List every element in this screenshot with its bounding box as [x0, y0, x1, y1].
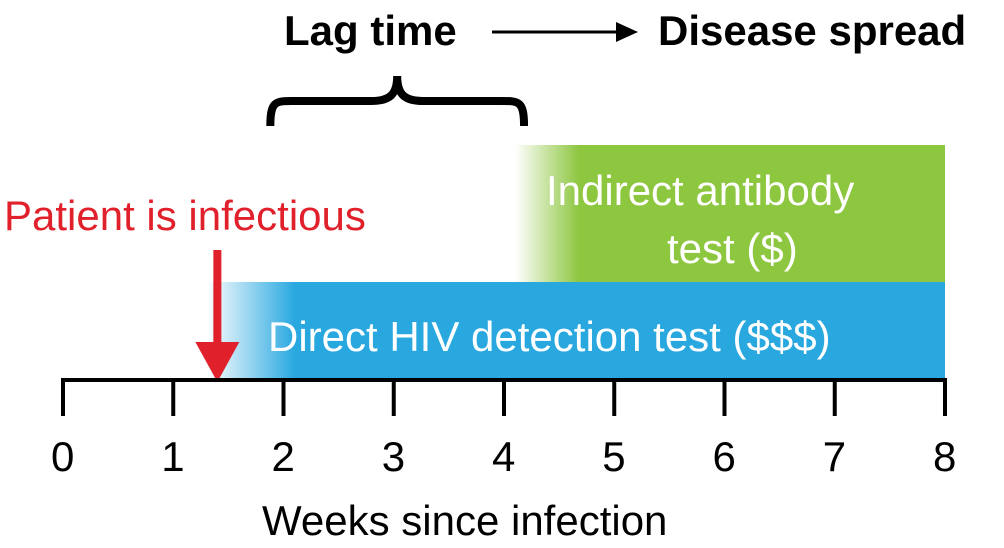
direct-test-bar — [206, 282, 945, 380]
x-axis-ticks — [61, 380, 947, 416]
x-axis-tick-label: 1 — [161, 433, 185, 480]
x-axis-tick-label: 3 — [381, 433, 406, 480]
x-axis-tick-label: 8 — [933, 433, 957, 480]
antibody-test-bar — [515, 145, 945, 282]
x-axis-tick-label: 7 — [822, 433, 847, 480]
antibody-test-label-line2: test ($) — [667, 225, 798, 272]
lag-brace — [266, 75, 529, 127]
x-axis-tick-label: 6 — [712, 433, 736, 480]
disease-spread-label: Disease spread — [658, 7, 967, 54]
patient-infectious-label: Patient is infectious — [4, 192, 366, 239]
infectious-arrow-shaft — [213, 250, 222, 345]
infectious-arrow-head — [195, 342, 240, 382]
lag-time-label: Lag time — [284, 7, 457, 54]
x-axis-tick-label: 2 — [271, 433, 295, 480]
antibody-test-label-line1: Indirect antibody — [546, 167, 855, 214]
x-axis-tick-label: 0 — [51, 433, 75, 480]
spread-arrow-head — [616, 22, 638, 42]
direct-test-label: Direct HIV detection test ($$$) — [268, 313, 831, 360]
x-axis-tick-label: 4 — [492, 433, 516, 480]
x-axis-tick-label: 5 — [602, 433, 626, 480]
x-axis-title: Weeks since infection — [262, 497, 668, 544]
